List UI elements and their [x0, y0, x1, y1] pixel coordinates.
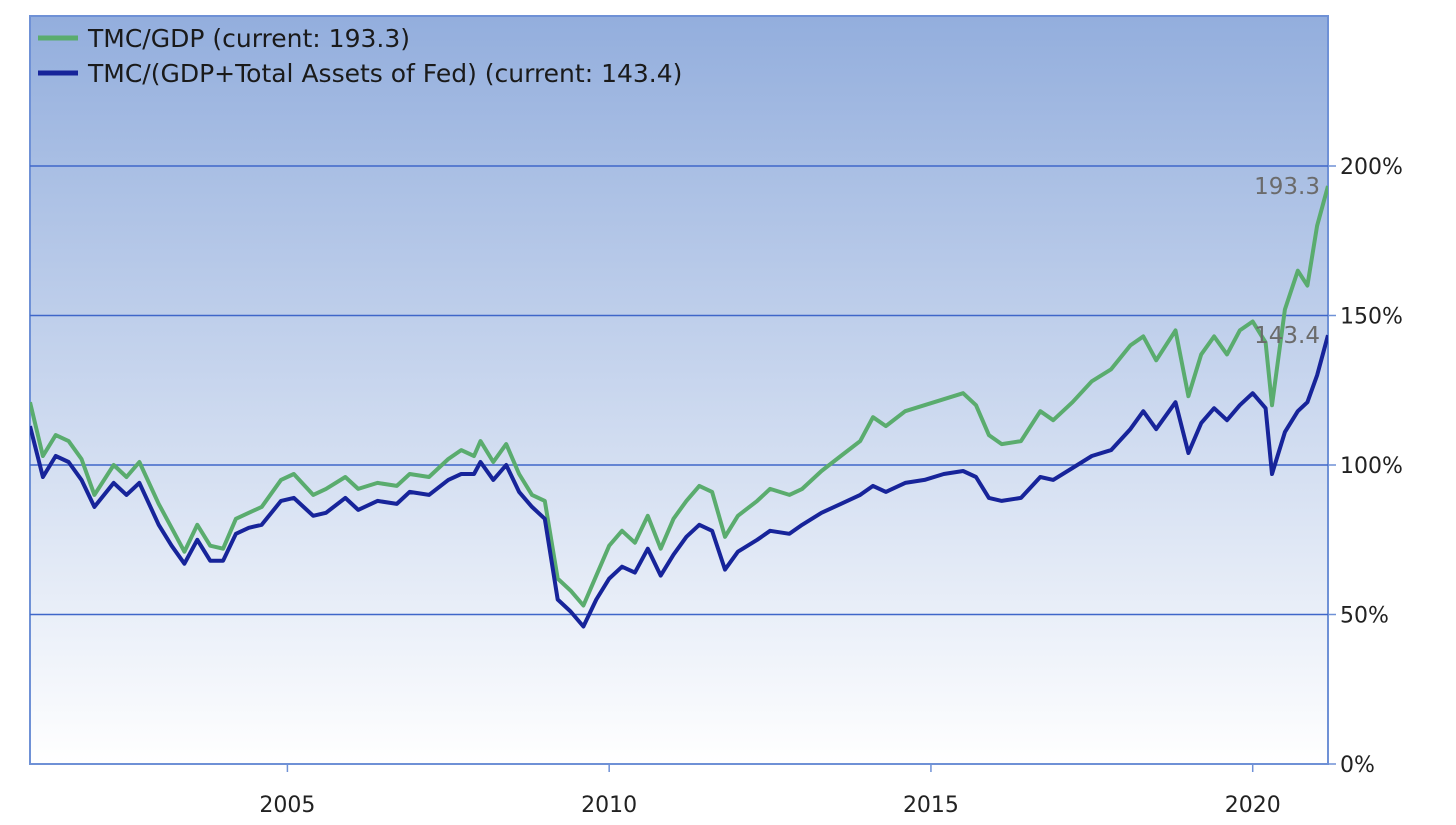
- x-tick-label: 2005: [259, 793, 315, 818]
- x-tick-label: 2010: [581, 793, 637, 818]
- series-line-1: [30, 334, 1328, 629]
- series-line-0: [30, 185, 1328, 608]
- series-end-label-1: 143.4: [1254, 323, 1320, 349]
- y-tick-label: 200%: [1340, 155, 1403, 180]
- legend: TMC/GDP (current: 193.3) TMC/(GDP+Total …: [38, 24, 682, 88]
- y-tick-label: 0%: [1340, 753, 1375, 778]
- x-tick-label: 2020: [1225, 793, 1281, 818]
- series-end-label-0: 193.3: [1254, 174, 1320, 200]
- x-axis: 2005 2010 2015 2020: [259, 764, 1281, 818]
- y-tick-label: 50%: [1340, 604, 1389, 629]
- gridlines: [30, 165, 1328, 616]
- legend-label-series-0: TMC/GDP (current: 193.3): [87, 24, 410, 53]
- legend-label-series-1: TMC/(GDP+Total Assets of Fed) (current: …: [87, 59, 682, 88]
- y-axis: 0% 50% 100% 150% 200%: [1328, 155, 1403, 778]
- series-layer: [30, 185, 1328, 629]
- x-tick-label: 2015: [903, 793, 959, 818]
- y-tick-label: 150%: [1340, 305, 1403, 330]
- end-labels: 193.3 143.4: [1254, 174, 1320, 349]
- plot-area: [29, 15, 1329, 765]
- y-tick-label: 100%: [1340, 454, 1403, 479]
